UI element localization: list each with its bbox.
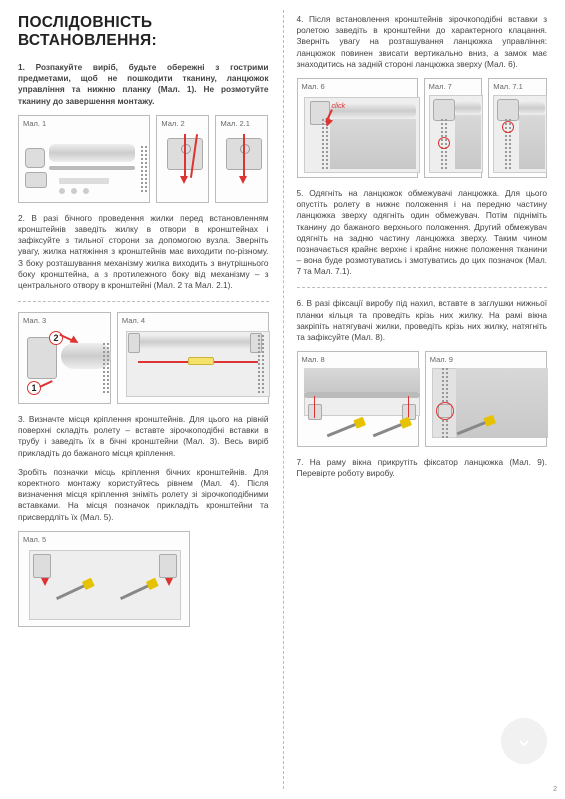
figure-label: Мал. 1 <box>23 119 46 128</box>
figure-7: Мал. 7 <box>424 78 483 178</box>
figure-label: Мал. 8 <box>302 355 325 364</box>
figure-2: Мал. 2 <box>156 115 209 203</box>
figure-3: Мал. 3 2 1 <box>18 312 111 404</box>
fig-row-1: Мал. 1 Мал. 2 <box>18 115 269 203</box>
figure-label: Мал. 5 <box>23 535 46 544</box>
watermark-icon <box>501 718 547 764</box>
step-1-text: 1. Розпакуйте виріб, будьте обережні з г… <box>18 62 269 107</box>
figure-label: Мал. 7.1 <box>493 82 522 91</box>
figure-label: Мал. 2 <box>161 119 184 128</box>
fig-row-4: Мал. 6 click Мал. 7 <box>297 78 548 178</box>
page-title: ПОСЛІДОВНІСТЬ ВСТАНОВЛЕННЯ: <box>18 14 269 50</box>
left-column: ПОСЛІДОВНІСТЬ ВСТАНОВЛЕННЯ: 1. Розпакуйт… <box>0 0 283 799</box>
figure-label: Мал. 7 <box>429 82 452 91</box>
figure-label: Мал. 9 <box>430 355 453 364</box>
step-3a-text: 3. Визначте місця кріплення кронштейнів.… <box>18 414 269 459</box>
step-2-text: 2. В разі бічного проведення жилки перед… <box>18 213 269 291</box>
fig-row-5: Мал. 8 Мал. 9 <box>297 351 548 447</box>
page-number: 2 <box>553 786 557 793</box>
step-5-text: 5. Одягніть на ланцюжок обмежувачі ланцю… <box>297 188 548 278</box>
fig-row-3: Мал. 5 <box>18 531 269 627</box>
step-4-text: 4. Після встановлення кронштейнів зірочк… <box>297 14 548 70</box>
figure-8: Мал. 8 <box>297 351 419 447</box>
figure-7-1: Мал. 7.1 <box>488 78 547 178</box>
figure-6: Мал. 6 click <box>297 78 418 178</box>
figure-label: Мал. 3 <box>23 316 46 325</box>
figure-label: Мал. 6 <box>302 82 325 91</box>
figure-label: Мал. 4 <box>122 316 145 325</box>
hr-right-1 <box>297 287 548 288</box>
figure-5: Мал. 5 <box>18 531 190 627</box>
figure-label: Мал. 2.1 <box>220 119 249 128</box>
marker-1: 1 <box>27 381 41 395</box>
figure-1: Мал. 1 <box>18 115 150 203</box>
step-3b-text: Зробіть позначки місць кріплення бічних … <box>18 467 269 523</box>
hr-left-1 <box>18 301 269 302</box>
step-7-text: 7. На раму вікна прикрутіть фіксатор лан… <box>297 457 548 479</box>
page: ПОСЛІДОВНІСТЬ ВСТАНОВЛЕННЯ: 1. Розпакуйт… <box>0 0 565 799</box>
figure-2-1: Мал. 2.1 <box>215 115 268 203</box>
click-label: click <box>332 103 346 110</box>
fig-row-2: Мал. 3 2 1 Мал. 4 <box>18 312 269 404</box>
right-column: 4. Після встановлення кронштейнів зірочк… <box>283 0 565 799</box>
step-6-text: 6. В разі фіксації виробу під нахил, вст… <box>297 298 548 343</box>
figure-4: Мал. 4 <box>117 312 269 404</box>
figure-9: Мал. 9 <box>425 351 547 447</box>
